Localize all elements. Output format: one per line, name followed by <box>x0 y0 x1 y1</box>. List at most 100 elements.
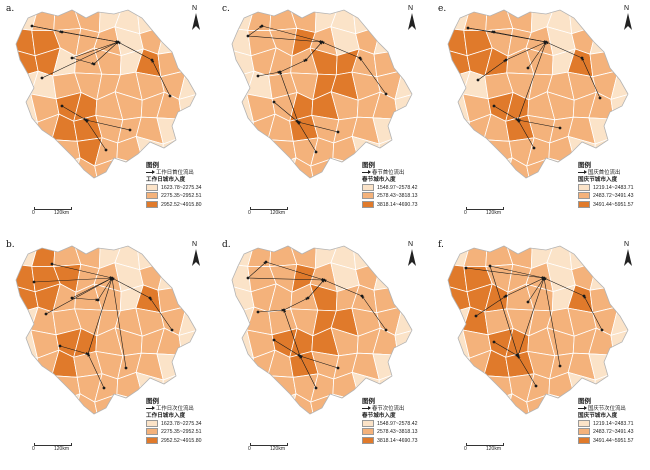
flow-line <box>465 267 545 280</box>
city-node <box>256 310 260 314</box>
city-node <box>306 296 310 300</box>
scale-line <box>466 207 504 210</box>
north-arrow-icon: N <box>189 241 203 268</box>
legend: 图例 工作日首位流出 工作日城市入度 1623.78~2275.34 2275.… <box>146 162 214 209</box>
north-label: N <box>192 241 198 248</box>
north-label: N <box>408 5 414 12</box>
map-panel-c: c. N 图例 春节首位流出 春节城市入度 1548.97~2578.42 25… <box>218 2 430 230</box>
legend-class-mid: 2483.72~3491.43 <box>578 192 646 200</box>
north-label: N <box>624 5 630 12</box>
scale-end: 120km <box>54 210 70 216</box>
city-node <box>104 148 108 152</box>
county-region <box>246 157 275 178</box>
city-node <box>384 328 388 332</box>
city-node <box>264 260 268 264</box>
flow-label: 春节首位流出 <box>372 170 405 176</box>
county-region <box>332 157 361 178</box>
flow-label: 春节次位流出 <box>372 406 405 412</box>
legend-heading: 图例 <box>362 398 375 405</box>
city-node <box>360 294 364 298</box>
scale-line <box>34 443 72 446</box>
north-arrow-icon: N <box>189 5 203 32</box>
flow-line <box>283 297 309 311</box>
flow-line <box>297 121 339 133</box>
county-region <box>56 157 81 178</box>
county-region <box>613 351 628 381</box>
swatch-low <box>146 184 158 191</box>
city-node <box>44 312 48 316</box>
city-node <box>282 308 286 312</box>
flow-line <box>85 119 107 151</box>
county-region <box>462 157 491 178</box>
legend-class-low: 1548.97~2578.42 <box>362 184 430 192</box>
county-region <box>610 50 628 79</box>
region-border <box>231 245 413 415</box>
flow-line <box>93 41 119 65</box>
city-node <box>464 266 468 270</box>
flow-line <box>467 27 495 34</box>
legend-heading: 图例 <box>578 162 591 169</box>
city-node <box>246 34 250 38</box>
city-node <box>558 126 562 130</box>
scale-start: 0 <box>464 446 467 452</box>
swatch-low <box>578 420 590 427</box>
city-node <box>336 366 340 370</box>
flow-line <box>299 355 317 389</box>
county-region <box>589 246 619 271</box>
city-node <box>526 66 530 70</box>
flow-label: 工作日首位流出 <box>156 170 194 176</box>
county-region <box>246 393 275 414</box>
city-node <box>128 128 132 132</box>
flow-line <box>517 277 545 357</box>
city-node <box>314 150 318 154</box>
legend-class-mid: 2275.35~2952.51 <box>146 192 214 200</box>
flow-line <box>247 35 323 44</box>
map-panel-f: f. N 图例 国庆节次位流出 国庆节城市入度 1219.14~2483.71 … <box>434 238 646 466</box>
legend: 图例 工作日次位流出 工作日城市入度 1623.78~2275.34 2275.… <box>146 398 214 445</box>
flow-line <box>279 59 307 73</box>
flow-line <box>273 101 299 123</box>
panel-letter: f. <box>438 240 444 250</box>
county-region <box>332 393 361 414</box>
legend-subtitle: 春节城市入度 <box>362 413 396 419</box>
city-node <box>70 56 74 60</box>
flow-label: 国庆节次位流出 <box>588 406 626 412</box>
legend-class-mid: 2578.43~3818.13 <box>362 192 430 200</box>
legend-subtitle: 工作日城市入度 <box>146 177 186 183</box>
county-region <box>30 374 60 403</box>
flow-line <box>51 263 113 279</box>
swatch-low <box>362 420 374 427</box>
scale-bar: 0 120km <box>32 443 74 455</box>
legend-subtitle: 工作日城市入度 <box>146 413 186 419</box>
flow-line <box>59 345 89 355</box>
region-border <box>15 9 197 179</box>
city-nodes <box>32 262 174 390</box>
flow-line <box>477 59 507 81</box>
scale-bar: 0 120km <box>248 207 290 219</box>
legend-class-high: 3818.14~4690.73 <box>362 436 430 445</box>
scale-start: 0 <box>32 446 35 452</box>
north-label: N <box>408 241 414 248</box>
legend-class-low: 1623.78~2275.34 <box>146 420 214 428</box>
swatch-low <box>578 184 590 191</box>
legend-subtitle: 国庆节城市入度 <box>578 177 618 183</box>
flow-line <box>581 57 601 99</box>
county-region <box>397 115 412 145</box>
scale-line <box>250 443 288 446</box>
county-region <box>30 393 59 414</box>
city-node <box>84 118 88 122</box>
flow-line <box>71 297 99 302</box>
swatch-mid <box>146 428 158 436</box>
flow-arrow-icon <box>362 170 371 175</box>
city-node <box>304 58 308 62</box>
county-region <box>448 264 468 293</box>
flow-label: 国庆首位流出 <box>588 170 621 176</box>
legend-flow-entry: 国庆节次位流出 <box>578 406 646 413</box>
county-region <box>51 375 81 403</box>
county-region <box>589 10 619 35</box>
flow-line <box>489 265 519 357</box>
scale-bar: 0 120km <box>464 207 506 219</box>
flow-line <box>151 59 171 97</box>
county-region <box>181 351 196 381</box>
